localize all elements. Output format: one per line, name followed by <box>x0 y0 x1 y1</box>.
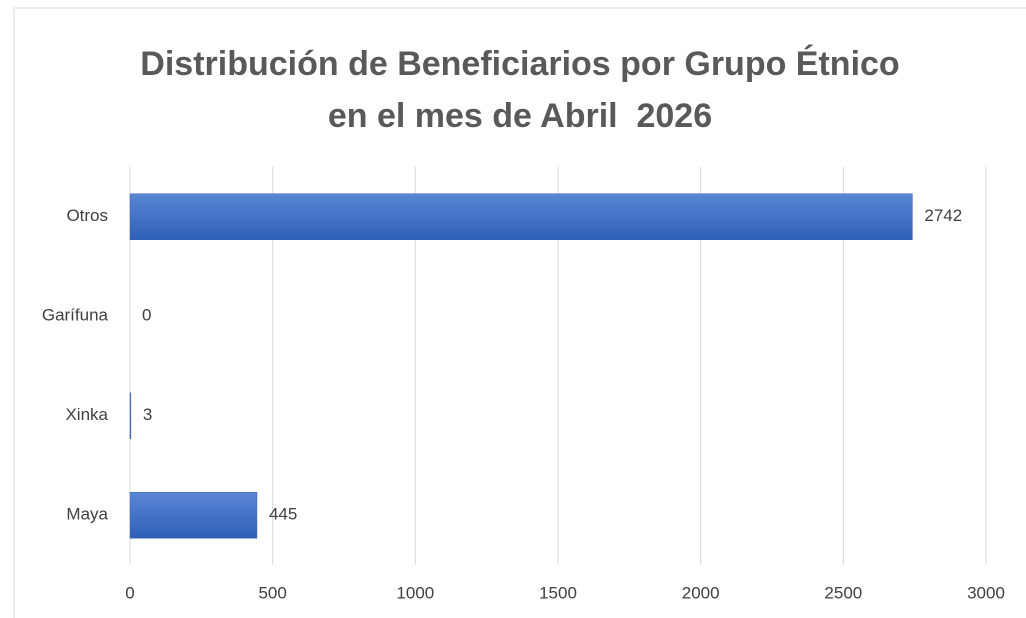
bar <box>129 392 132 439</box>
bar <box>129 492 258 539</box>
y-tick-label: Xinka <box>65 405 108 424</box>
x-tick-label: 500 <box>258 583 286 602</box>
data-label: 445 <box>269 505 297 524</box>
x-tick-label: 3000 <box>967 583 1005 602</box>
x-tick-label: 1000 <box>396 583 434 602</box>
x-tick-label: 1500 <box>539 583 577 602</box>
y-tick-label: Maya <box>66 505 108 524</box>
x-tick-label: 2500 <box>824 583 862 602</box>
data-label: 3 <box>143 405 152 424</box>
data-label: 2742 <box>924 206 962 225</box>
chart-border <box>13 7 1026 618</box>
x-tick-label: 0 <box>125 583 134 602</box>
data-label: 0 <box>142 306 151 325</box>
bar <box>129 193 913 240</box>
chart-title: Distribución de Beneficiarios por Grupo … <box>140 45 910 135</box>
y-tick-label: Otros <box>66 206 108 225</box>
y-tick-label: Garífuna <box>42 306 109 325</box>
x-tick-label: 2000 <box>682 583 720 602</box>
